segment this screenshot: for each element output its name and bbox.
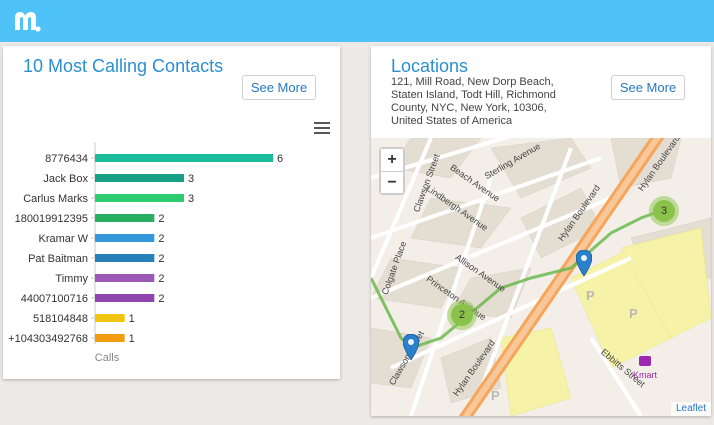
cluster-count: 2 — [451, 304, 473, 326]
bar-category-label: Kramar W — [39, 233, 89, 245]
chart-bar — [95, 254, 155, 262]
top-bar — [0, 0, 714, 42]
chart-bar — [95, 154, 273, 162]
location-address: 121, Mill Road, New Dorp Beach, Staten I… — [391, 76, 556, 127]
map-marker-icon[interactable] — [576, 250, 592, 276]
bar-value-label: 3 — [188, 173, 194, 185]
bar-category-label: 44007100716 — [21, 293, 88, 305]
chart-bar — [95, 274, 155, 282]
bar-value-label: 3 — [188, 193, 194, 205]
chart-bar — [95, 214, 155, 222]
bar-value-label: 2 — [158, 293, 164, 305]
bar-category-label: 180019912395 — [15, 213, 88, 225]
zoom-in-button[interactable]: + — [381, 149, 403, 171]
bar-category-label: 518104848 — [33, 313, 88, 325]
poi-label: Kmart — [633, 370, 658, 380]
bar-value-label: 2 — [158, 213, 164, 225]
chart-bar — [95, 314, 125, 322]
calls-see-more-button[interactable]: See More — [242, 75, 316, 100]
chart-axis-title: Calls — [95, 352, 120, 364]
most-calling-contacts-card: 10 Most Calling Contacts See More 877643… — [3, 46, 340, 379]
bar-category-label: Carlus Marks — [23, 193, 88, 205]
locations-card: Locations 121, Mill Road, New Dorp Beach… — [371, 46, 711, 416]
m-logo-icon[interactable] — [11, 6, 41, 36]
chart-bar — [95, 194, 184, 202]
chart-bar — [95, 234, 155, 242]
map-marker-icon[interactable] — [403, 334, 419, 360]
location-map[interactable]: Sterling Avenue Clawson Street Beach Ave… — [371, 138, 711, 416]
bar-value-label: 2 — [158, 233, 164, 245]
bar-value-label: 6 — [277, 153, 283, 165]
locations-see-more-button[interactable]: See More — [611, 75, 685, 100]
bar-value-label: 1 — [129, 333, 135, 345]
hamburger-menu-icon[interactable] — [314, 122, 330, 136]
leaflet-attribution-link[interactable]: Leaflet — [670, 402, 711, 416]
bar-category-label: +104303492768 — [8, 333, 88, 345]
map-zoom-control: + − — [379, 147, 405, 195]
parking-icon: P — [586, 288, 595, 303]
bar-category-label: Jack Box — [43, 173, 88, 185]
bar-category-label: Timmy — [55, 273, 88, 285]
parking-icon: P — [629, 306, 638, 321]
parking-icon: P — [491, 388, 500, 403]
bar-value-label: 2 — [158, 253, 164, 265]
map-cluster[interactable]: 3 — [649, 196, 679, 226]
bar-category-label: 8776434 — [45, 153, 88, 165]
chart-bar — [95, 294, 155, 302]
shopping-cart-icon — [639, 356, 651, 366]
locations-card-title: Locations — [391, 56, 469, 76]
cluster-count: 3 — [653, 200, 675, 222]
calls-card-title: 10 Most Calling Contacts — [23, 56, 224, 76]
chart-bar — [95, 174, 184, 182]
zoom-out-button[interactable]: − — [381, 171, 403, 193]
bar-category-label: Pat Baitman — [28, 253, 88, 265]
chart-bar — [95, 334, 125, 342]
bar-value-label: 2 — [158, 273, 164, 285]
calls-bar-chart: 8776434 6 Jack Box 3 Carlus Marks 3 1800199123… — [8, 142, 283, 364]
map-cluster[interactable]: 2 — [447, 300, 477, 330]
bar-value-label: 1 — [129, 313, 135, 325]
